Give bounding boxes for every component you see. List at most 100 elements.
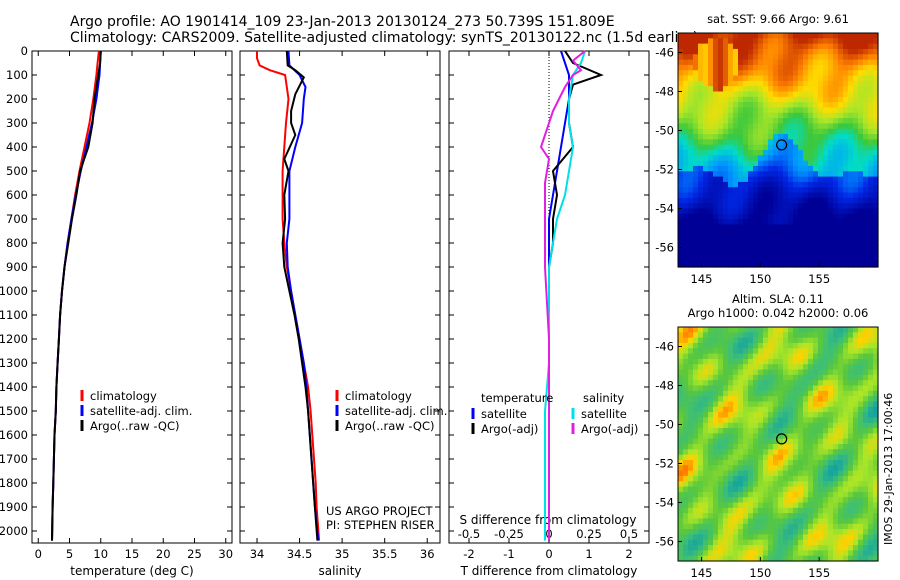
heat-cell <box>768 165 774 172</box>
heat-cell <box>703 481 709 488</box>
heat-cell <box>838 507 844 514</box>
heat-cell <box>798 449 804 456</box>
heat-cell <box>813 497 819 504</box>
heat-cell <box>863 523 869 530</box>
heat-cell <box>858 128 864 135</box>
heat-cell <box>723 327 729 333</box>
heat-cell <box>723 187 729 194</box>
heat-cell <box>718 59 724 66</box>
heat-cell <box>708 245 714 252</box>
heat-cell <box>833 150 839 156</box>
heat-cell <box>793 385 799 392</box>
heat-cell <box>773 64 779 71</box>
heat-cell <box>723 523 729 530</box>
heat-cell <box>778 213 784 220</box>
heat-cell <box>678 75 684 82</box>
heat-cell <box>833 364 839 371</box>
heat-cell <box>873 465 879 472</box>
heat-cell <box>683 438 689 445</box>
heat-cell <box>773 417 779 424</box>
heat-cell <box>813 539 819 546</box>
heat-cell <box>863 128 869 135</box>
heat-cell <box>733 534 739 541</box>
heat-cell <box>803 208 809 215</box>
heat-cell <box>738 406 744 413</box>
heat-cell <box>808 70 814 77</box>
heat-cell <box>818 401 824 408</box>
heat-cell <box>863 144 869 151</box>
heat-cell <box>783 348 789 355</box>
heat-cell <box>828 256 834 263</box>
heat-cell <box>678 342 684 349</box>
heat-cell <box>743 139 749 146</box>
heat-cell <box>738 64 744 71</box>
heat-cell <box>818 507 824 514</box>
heat-cell <box>868 59 874 66</box>
heat-cell <box>708 422 714 429</box>
heat-cell <box>688 96 694 103</box>
heat-cell <box>778 332 784 339</box>
heat-cell <box>728 497 734 504</box>
heat-cell <box>788 417 794 424</box>
heat-cell <box>763 86 769 93</box>
heat-cell <box>688 475 694 482</box>
x-tick-label: 34 <box>250 547 265 561</box>
heat-cell <box>698 364 704 371</box>
heat-cell <box>853 385 859 392</box>
heat-cell <box>758 337 764 344</box>
heat-cell <box>833 369 839 376</box>
heat-cell <box>748 348 754 355</box>
heat-cell <box>703 208 709 215</box>
heat-cell <box>858 475 864 482</box>
heat-cell <box>723 412 729 419</box>
heat-cell <box>758 518 764 525</box>
heat-cell <box>748 70 754 77</box>
heat-cell <box>738 43 744 50</box>
heat-cell <box>693 155 699 162</box>
heat-cell <box>858 401 864 408</box>
heat-cell <box>848 327 854 333</box>
heat-cell <box>783 261 789 268</box>
heat-cell <box>743 491 749 498</box>
s-tick-label: 0.5 <box>620 527 638 541</box>
heat-cell <box>828 555 834 562</box>
heat-cell <box>858 43 864 50</box>
heat-cell <box>833 385 839 392</box>
heat-cell <box>798 396 804 403</box>
heat-cell <box>838 261 844 268</box>
heat-cell <box>783 428 789 434</box>
heat-cell <box>833 513 839 520</box>
heat-cell <box>848 550 854 557</box>
heat-cell <box>843 150 849 156</box>
series-line-climatology <box>256 51 321 541</box>
heat-cell <box>728 529 734 536</box>
axes-frame <box>239 50 441 544</box>
heat-cell <box>718 486 724 493</box>
heat-cell <box>758 54 764 61</box>
heat-cell <box>733 507 739 514</box>
heat-cell <box>703 396 709 403</box>
heat-cell <box>753 523 759 530</box>
heat-cell <box>678 150 684 156</box>
heat-cell <box>808 245 814 252</box>
heat-cell <box>803 539 809 546</box>
heat-cell <box>813 428 819 434</box>
heat-cell <box>798 240 804 247</box>
heat-cell <box>763 48 769 55</box>
heat-cell <box>813 342 819 349</box>
heat-cell <box>713 33 719 39</box>
heat-cell <box>783 128 789 135</box>
heat-cell <box>708 438 714 445</box>
heat-cell <box>773 176 779 183</box>
heat-cell <box>768 486 774 493</box>
heat-cell <box>773 380 779 387</box>
heat-cell <box>848 369 854 376</box>
heat-cell <box>678 251 684 257</box>
heat-cell <box>823 33 829 39</box>
heat-cell <box>773 139 779 146</box>
heat-cell <box>678 91 684 98</box>
heat-cell <box>738 208 744 215</box>
heat-cell <box>763 507 769 514</box>
heat-cell <box>828 417 834 424</box>
heat-cell <box>808 261 814 268</box>
